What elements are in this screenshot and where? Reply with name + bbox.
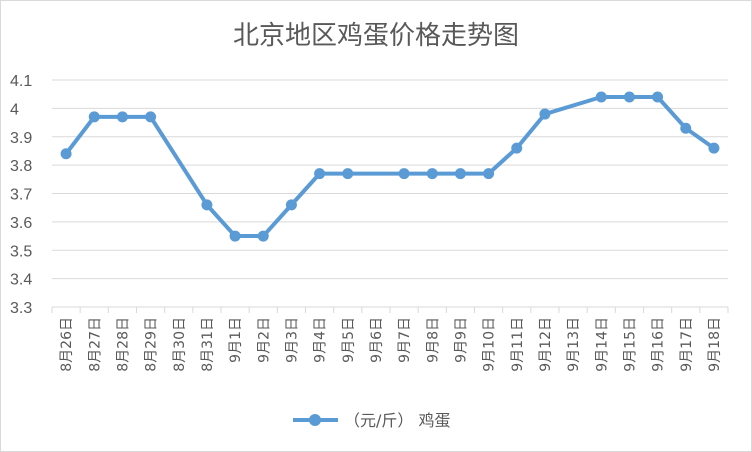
data-point: [60, 148, 72, 160]
legend-label: （元/斤） 鸡蛋: [344, 411, 450, 430]
x-axis-tick-labels: 8月26日 8月27日 8月28日 8月29日 8月30日 8月31日 9月1日 9月2日 9月…: [59, 317, 723, 372]
x-tick-label: 8月29日: [144, 317, 160, 372]
grid-lines: [51, 79, 729, 313]
x-tick-label: 8月31日: [200, 317, 216, 372]
x-tick-label: 9月1日: [228, 317, 244, 363]
data-point: [229, 230, 241, 242]
x-tick-label: 9月13日: [566, 317, 582, 372]
y-tick-label: 4: [10, 101, 19, 118]
data-point: [426, 168, 438, 180]
data-point: [454, 168, 466, 180]
x-tick-label: 9月18日: [707, 317, 723, 372]
x-tick-label: 9月3日: [284, 317, 300, 363]
x-tick-label: 9月5日: [341, 317, 357, 363]
data-point: [257, 230, 269, 242]
x-tick-label: 8月30日: [172, 317, 188, 372]
x-tick-label: 9月16日: [651, 317, 667, 372]
data-point: [483, 168, 495, 180]
x-tick-label: 8月28日: [115, 317, 131, 372]
series-layer: [60, 91, 720, 242]
x-tick-label: 9月6日: [369, 317, 385, 363]
data-point: [511, 142, 523, 154]
data-point: [116, 111, 128, 123]
x-tick-label: 9月17日: [679, 317, 695, 372]
x-tick-label: 9月7日: [397, 317, 413, 363]
x-tick-label: 9月11日: [510, 317, 526, 372]
data-point: [398, 168, 410, 180]
data-point: [314, 168, 326, 180]
x-tick-label: 9月9日: [453, 317, 469, 363]
data-point: [708, 142, 720, 154]
x-tick-label: 9月14日: [594, 317, 610, 372]
data-point: [595, 91, 607, 103]
legend-marker-swatch: [309, 414, 321, 426]
x-tick-label: 9月12日: [538, 317, 554, 372]
legend: （元/斤） 鸡蛋: [293, 411, 450, 430]
y-tick-label: 3.3: [10, 300, 32, 317]
x-tick-label: 9月2日: [256, 317, 272, 363]
x-tick-label: 9月4日: [313, 317, 329, 363]
y-tick-label: 3.7: [10, 187, 32, 204]
y-tick-label: 3.9: [10, 130, 32, 147]
data-point: [539, 108, 551, 120]
data-point: [623, 91, 635, 103]
series-line: [64, 95, 716, 239]
y-tick-label: 3.8: [10, 158, 32, 175]
x-tick-label: 9月10日: [482, 317, 498, 372]
data-point: [88, 111, 100, 123]
data-point: [652, 91, 664, 103]
y-tick-label: 3.4: [10, 272, 32, 289]
data-point: [145, 111, 157, 123]
x-tick-label: 8月27日: [87, 317, 103, 372]
x-tick-label: 9月15日: [622, 317, 638, 372]
chart-title: 北京地区鸡蛋价格走势图: [233, 21, 519, 51]
y-tick-label: 4.1: [10, 73, 32, 90]
data-point: [201, 199, 213, 211]
y-axis-tick-labels: 3.3 3.4 3.5 3.6 3.7 3.8 3.9 4 4.1: [10, 73, 32, 317]
y-tick-label: 3.6: [10, 215, 32, 232]
x-tick-label: 9月8日: [425, 317, 441, 363]
x-tick-label: 8月26日: [59, 317, 75, 372]
data-point: [680, 122, 692, 134]
data-point: [342, 168, 354, 180]
data-point: [285, 199, 297, 211]
series-0: [60, 91, 720, 242]
y-tick-label: 3.5: [10, 243, 32, 260]
